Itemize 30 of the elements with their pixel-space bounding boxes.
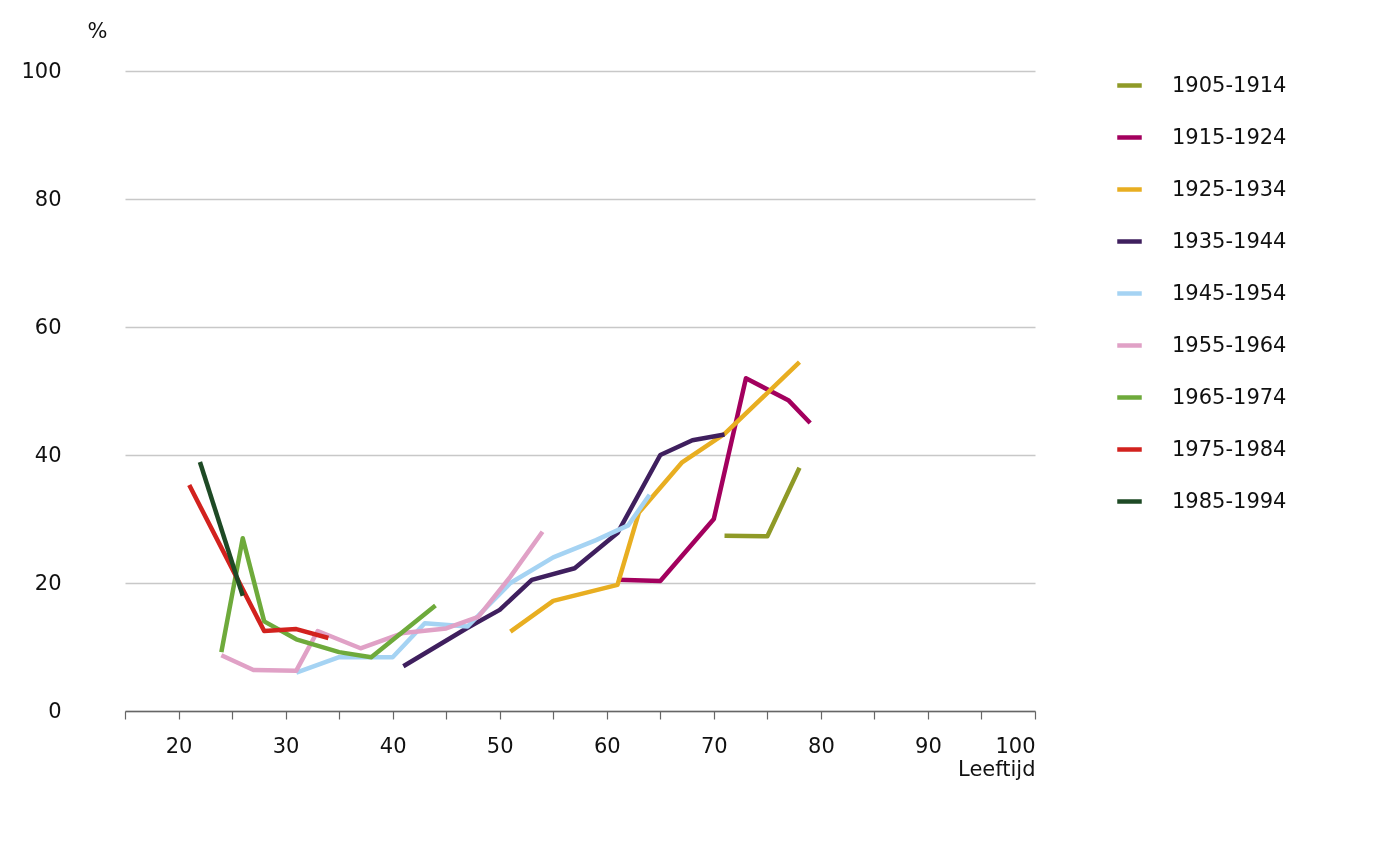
legend-label: 1915-1924 (1172, 124, 1287, 149)
x-tick-label: 60 (593, 733, 621, 758)
x-tick-label: 100 (995, 733, 1036, 758)
y-tick-label: 80 (34, 186, 62, 211)
legend-label: 1935-1944 (1172, 228, 1287, 253)
x-tick-label: 90 (915, 733, 942, 758)
legend-label: 1975-1984 (1172, 436, 1287, 461)
legend-label: 1945-1954 (1172, 280, 1287, 305)
x-tick-label: 30 (272, 733, 300, 758)
x-tick-label: 70 (700, 733, 728, 758)
line-series (219, 535, 438, 660)
y-tick-label: 40 (34, 442, 62, 467)
x-tick-label: 50 (486, 733, 514, 758)
x-axis-title: Leeftijd (958, 756, 1036, 781)
y-axis-title: % (87, 18, 108, 43)
line-series (401, 432, 727, 669)
legend-label: 1905-1914 (1172, 72, 1287, 97)
y-tick-label: 60 (34, 314, 62, 339)
y-tick-label: 0 (48, 698, 62, 723)
legend-label: 1955-1964 (1172, 332, 1287, 357)
legend-label: 1925-1934 (1172, 176, 1287, 201)
y-tick-label: 20 (34, 570, 62, 595)
legend-label: 1985-1994 (1172, 488, 1287, 513)
x-tick-label: 80 (808, 733, 835, 758)
legend-label: 1965-1974 (1172, 384, 1287, 409)
line-series (219, 529, 545, 673)
line-series (508, 359, 802, 634)
y-tick-label: 100 (21, 58, 62, 83)
x-tick-label: 40 (379, 733, 407, 758)
x-tick-label: 20 (165, 733, 193, 758)
